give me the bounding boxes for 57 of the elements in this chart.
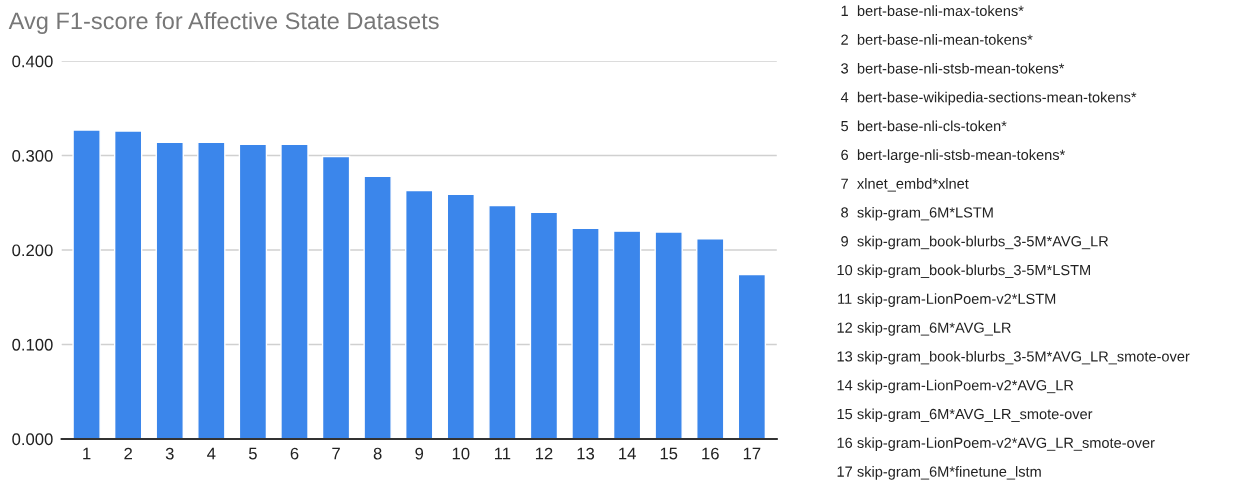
text: 3 bert-base-nli-stsb-mean-tokens* [841, 62, 1065, 74]
x-tick-label: 6 [290, 447, 299, 460]
text: 9 skip-gram_book-blurbs_3-5M*AVG_LR [841, 235, 1109, 250]
text: 10 skip-gram_book-blurbs_3-5M*LSTM [837, 264, 1090, 279]
text: 15 skip-gram_6M*AVG_LR_smote-over [837, 408, 1093, 423]
bar [113, 130, 143, 439]
bar [405, 189, 434, 439]
text: 13 skip-gram_book-blurbs_3-5M*AVG_LR_smote-over [837, 350, 1190, 365]
text: 7 xlnet_embd*xlnet [841, 178, 969, 192]
bar [197, 141, 226, 439]
y-tick-label: 0.100 [12, 338, 53, 351]
text: 17 skip-gram_6M*finetune_lstm [837, 466, 1041, 480]
x-tick-label: 12 [535, 447, 553, 460]
y-tick-label: 0.000 [12, 433, 53, 446]
bar [654, 231, 683, 439]
bar [446, 193, 476, 439]
bar [155, 141, 184, 439]
text: 16 skip-gram-LionPoem-v2*AVG_LR_smote-over [837, 437, 1155, 451]
x-tick-label: 9 [415, 447, 424, 460]
y-tick-label: 0.200 [12, 244, 53, 257]
bar [72, 129, 101, 439]
x-tick-label: 8 [373, 447, 382, 460]
bar [612, 230, 642, 439]
x-tick-label: 11 [494, 447, 511, 460]
x-tick-label: 14 [619, 447, 636, 460]
bar [696, 237, 725, 439]
text: 2 bert-base-nli-mean-tokens* [841, 34, 1033, 45]
x-tick-label: 7 [332, 447, 340, 460]
text: 14 skip-gram-LionPoem-v2*AVG_LR [837, 379, 1074, 394]
bar [571, 227, 600, 439]
bar [488, 204, 517, 439]
x-tick-label: 5 [248, 447, 257, 460]
text: 6 bert-large-nli-stsb-mean-tokens* [841, 149, 1065, 163]
y-tick-label: 0.300 [12, 149, 53, 162]
bar [363, 175, 392, 439]
x-tick-label: 4 [207, 447, 216, 460]
x-tick-label: 1 [83, 447, 91, 460]
chart-title: Avg F1-score for Affective State Datasets [8, 11, 439, 34]
x-tick-label: 16 [702, 447, 719, 460]
text: 5 bert-base-nli-cls-token* [841, 120, 1007, 132]
bar [529, 211, 559, 439]
text: 1 bert-base-nli-max-tokens* [841, 5, 1024, 17]
bar [321, 155, 351, 439]
bar [737, 273, 767, 439]
text: 12 skip-gram_6M*AVG_LR [837, 322, 1011, 336]
x-tick-label: 10 [452, 447, 470, 460]
x-tick-label: 13 [577, 447, 595, 460]
y-tick-label: 0.400 [12, 55, 53, 68]
bar [238, 143, 268, 439]
text: 4 bert-base-wikipedia-sections-mean-tokens* [840, 91, 1137, 106]
x-tick-label: 17 [743, 447, 761, 460]
text: 8 skip-gram_6M*LSTM [841, 206, 993, 221]
bar [280, 143, 309, 439]
x-tick-label: 3 [165, 447, 174, 460]
x-tick-label: 2 [124, 447, 132, 460]
x-tick-label: 15 [660, 447, 678, 460]
text: 11 skip-gram-LionPoem-v2*LSTM [838, 293, 1056, 307]
